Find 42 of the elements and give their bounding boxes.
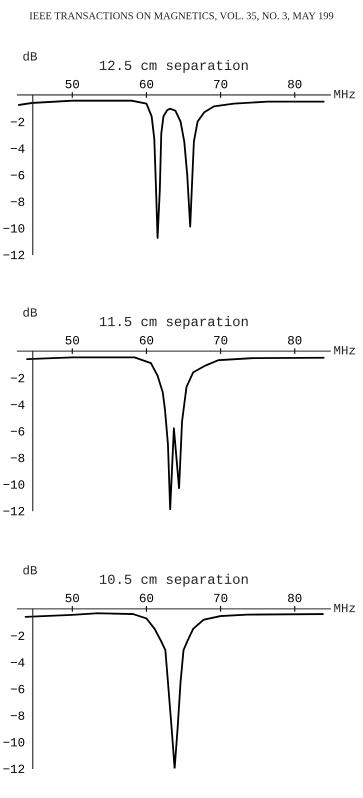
y-tick-label: −2 (10, 374, 24, 382)
y-tick-label: −8 (10, 454, 24, 462)
x-axis-title: MHz (334, 604, 355, 612)
x-tick-label: 50 (66, 336, 80, 344)
y-tick-label: −10 (3, 480, 24, 489)
x-tick-label: 60 (140, 336, 154, 344)
chart-title: 12.5 cm separation (100, 60, 248, 73)
y-tick-label: −6 (10, 170, 24, 180)
x-tick-label: 80 (288, 594, 302, 602)
x-tick-label: 50 (66, 80, 80, 88)
y-axis-title: dB (23, 565, 37, 575)
line-series (26, 356, 325, 510)
chart-title: 10.5 cm separation (100, 574, 248, 587)
y-tick-label: −10 (3, 224, 24, 233)
y-tick-label: −2 (10, 632, 24, 640)
y-tick-label: −8 (10, 711, 24, 720)
line-series (24, 612, 324, 768)
y-tick-label: −12 (3, 506, 24, 516)
y-tick-label: −4 (10, 400, 24, 409)
text: IEEE TRANSACTIONS ON MAGNETICS, VOL. 35, NO. 3, MAY 199 (30, 12, 334, 21)
x-axis-title: MHz (334, 90, 355, 98)
y-tick-label: −6 (10, 427, 24, 436)
y-tick-label: −12 (3, 764, 24, 774)
y-axis-title: dB (23, 308, 37, 317)
x-tick-label: 50 (66, 594, 80, 602)
y-tick-label: −10 (3, 738, 24, 747)
y-tick-label: −4 (10, 658, 24, 667)
y-tick-label: −6 (10, 684, 24, 694)
y-axis-title: dB (23, 51, 37, 61)
chart-title: 11.5 cm separation (100, 316, 248, 329)
x-tick-label: 80 (288, 336, 302, 344)
x-tick-label: 70 (214, 80, 228, 88)
y-tick-label: −4 (10, 144, 24, 153)
x-axis-title: MHz (334, 346, 355, 354)
y-tick-label: −12 (3, 250, 24, 260)
x-tick-label: 70 (214, 594, 228, 602)
x-tick-label: 70 (214, 336, 228, 344)
y-tick-label: −2 (10, 118, 24, 126)
x-tick-label: 60 (140, 80, 154, 88)
x-tick-label: 60 (140, 594, 154, 602)
y-tick-label: −8 (10, 198, 24, 206)
x-tick-label: 80 (288, 80, 302, 88)
